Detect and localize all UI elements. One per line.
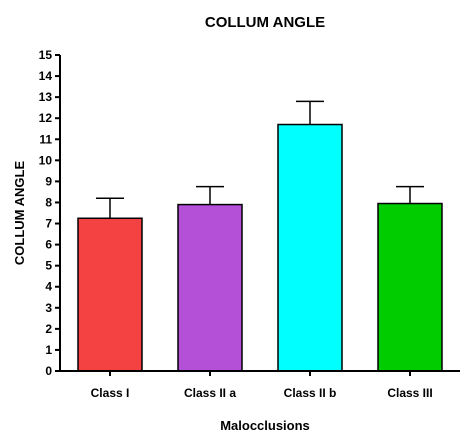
chart-title: COLLUM ANGLE <box>205 14 325 31</box>
y-axis-label: COLLUM ANGLE <box>12 161 27 266</box>
y-tick-label: 11 <box>39 132 52 146</box>
bar <box>277 123 343 372</box>
bar <box>77 217 143 372</box>
y-tick-label: 8 <box>45 195 52 209</box>
y-tick-label: 5 <box>45 259 52 273</box>
y-tick-label: 13 <box>39 90 53 104</box>
bar <box>177 203 243 372</box>
x-tick-label: Class II b <box>284 386 337 400</box>
y-tick-label: 6 <box>45 238 52 252</box>
y-tick-label: 10 <box>39 153 53 167</box>
x-tick-label: Class I <box>91 386 130 400</box>
y-tick-label: 0 <box>45 364 52 378</box>
bars-group <box>77 123 443 372</box>
x-tick-label: Class II a <box>184 386 236 400</box>
x-axis: Class I Class II a Class II b Class III <box>60 370 460 400</box>
y-tick-label: 7 <box>45 217 52 231</box>
bar <box>377 202 443 372</box>
y-tick-label: 1 <box>45 343 52 357</box>
error-bars-group <box>96 100 424 219</box>
x-tick-label: Class III <box>387 386 432 400</box>
y-tick-label: 2 <box>45 322 52 336</box>
y-tick-label: 14 <box>39 69 53 83</box>
y-tick-label: 4 <box>45 280 52 294</box>
y-tick-label: 15 <box>39 48 53 62</box>
y-tick-label: 3 <box>45 301 52 315</box>
y-tick-label: 9 <box>45 174 52 188</box>
x-axis-label: Malocclusions <box>220 418 310 432</box>
y-tick-label: 12 <box>39 111 53 125</box>
